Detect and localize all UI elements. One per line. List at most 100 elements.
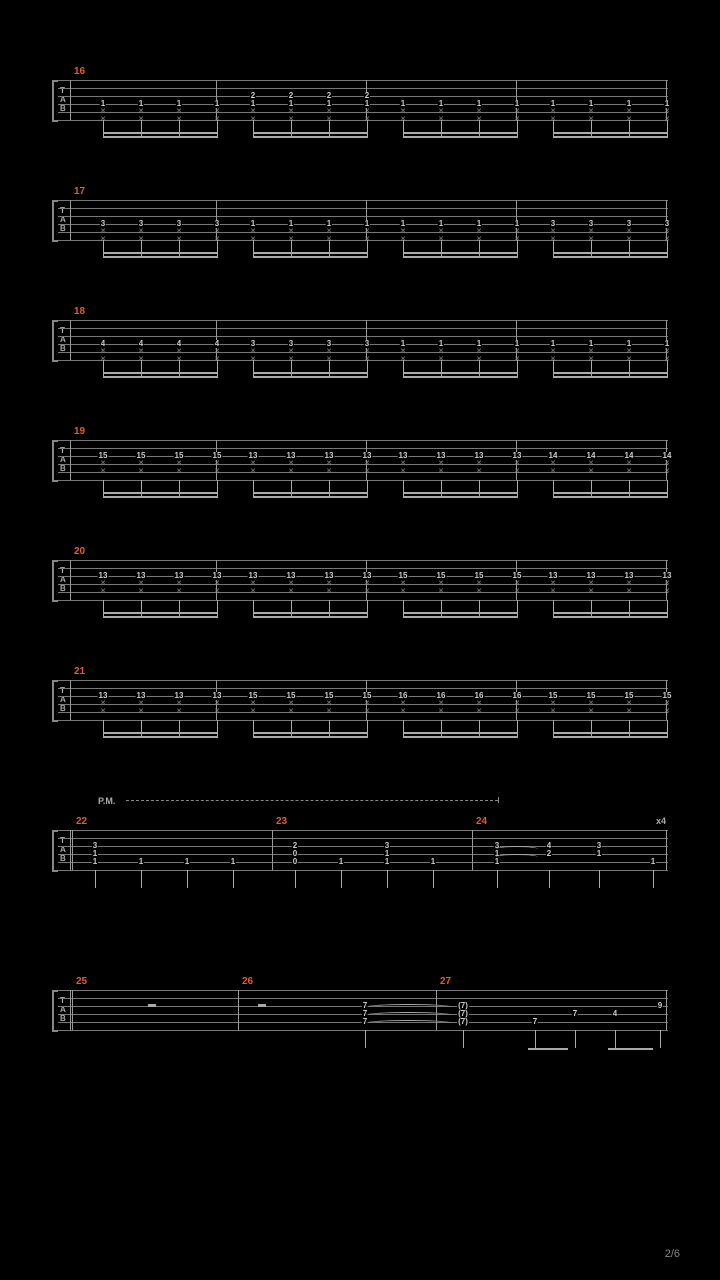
note-stem (517, 120, 518, 138)
beam (253, 136, 367, 138)
mute-mark: ✕ (326, 707, 332, 715)
mute-mark: ✕ (176, 227, 182, 235)
beam (553, 492, 667, 494)
note-stem (667, 240, 668, 258)
mute-mark: ✕ (550, 467, 556, 475)
beam (253, 252, 367, 254)
beam (103, 496, 217, 498)
mute-mark: ✕ (438, 459, 444, 467)
mute-mark: ✕ (550, 459, 556, 467)
measure-number: 25 (76, 976, 87, 987)
mute-mark: ✕ (664, 459, 670, 467)
mute-mark: ✕ (438, 699, 444, 707)
fret-number: 1 (338, 858, 344, 866)
beam (403, 252, 517, 254)
measure-number: 19 (74, 426, 85, 437)
staff-line (58, 464, 668, 465)
mute-mark: ✕ (400, 107, 406, 115)
mute-mark: ✕ (326, 587, 332, 595)
staff-line (58, 704, 668, 705)
measure-number: 20 (74, 546, 85, 557)
beam (253, 732, 367, 734)
mute-mark: ✕ (100, 459, 106, 467)
beam (403, 496, 517, 498)
mute-mark: ✕ (138, 707, 144, 715)
mute-mark: ✕ (100, 579, 106, 587)
mute-mark: ✕ (550, 699, 556, 707)
beam (103, 376, 217, 378)
staff-line (58, 240, 668, 241)
mute-mark: ✕ (626, 707, 632, 715)
mute-mark: ✕ (364, 467, 370, 475)
mute-mark: ✕ (250, 227, 256, 235)
note-stem (365, 1030, 366, 1048)
tie (496, 854, 538, 860)
beam (103, 612, 217, 614)
beam (253, 376, 367, 378)
measure-number: 23 (276, 816, 287, 827)
mute-mark: ✕ (400, 587, 406, 595)
mute-mark: ✕ (138, 107, 144, 115)
mute-mark: ✕ (100, 707, 106, 715)
mute-mark: ✕ (476, 707, 482, 715)
beam (253, 492, 367, 494)
note-stem (575, 1030, 576, 1048)
mute-mark: ✕ (664, 699, 670, 707)
mute-mark: ✕ (214, 227, 220, 235)
tie (366, 1012, 452, 1018)
mute-mark: ✕ (214, 587, 220, 595)
mute-mark: ✕ (664, 347, 670, 355)
barline (70, 830, 71, 870)
beam (528, 1048, 568, 1050)
mute-mark: ✕ (176, 459, 182, 467)
mute-mark: ✕ (626, 699, 632, 707)
note-stem (667, 600, 668, 618)
mute-mark: ✕ (550, 587, 556, 595)
staff-line (58, 862, 668, 863)
staff-line (58, 990, 668, 991)
note-stem (667, 480, 668, 498)
mute-mark: ✕ (588, 227, 594, 235)
staff-line (58, 88, 668, 89)
mute-mark: ✕ (138, 467, 144, 475)
staff: 1✕✕1✕✕1✕✕1✕✕21✕✕21✕✕21✕✕21✕✕1✕✕1✕✕1✕✕1✕✕… (58, 80, 668, 120)
beam (253, 496, 367, 498)
repeat-count: x4 (656, 816, 666, 826)
mute-mark: ✕ (100, 347, 106, 355)
staff-line (58, 712, 668, 713)
measure-number: 21 (74, 666, 85, 677)
beam (553, 616, 667, 618)
mute-mark: ✕ (514, 227, 520, 235)
barline (70, 680, 71, 720)
beam (403, 736, 517, 738)
staff-line (58, 600, 668, 601)
staff: 13✕✕13✕✕13✕✕13✕✕13✕✕13✕✕13✕✕13✕✕15✕✕15✕✕… (58, 560, 668, 600)
beam (553, 736, 667, 738)
staff-line (58, 200, 668, 201)
mute-mark: ✕ (138, 347, 144, 355)
staff-line (58, 480, 668, 481)
barline (272, 830, 273, 870)
beam (103, 372, 217, 374)
beam (403, 256, 517, 258)
mute-mark: ✕ (476, 227, 482, 235)
staff: 3111112001311131142311 (58, 830, 668, 870)
beam (253, 372, 367, 374)
mute-mark: ✕ (438, 579, 444, 587)
note-stem (367, 120, 368, 138)
note-stem (660, 1030, 661, 1048)
mute-mark: ✕ (588, 459, 594, 467)
measure-number: 16 (74, 66, 85, 77)
note-stem (233, 870, 234, 888)
staff-line (58, 112, 668, 113)
mute-mark: ✕ (214, 347, 220, 355)
note-stem (653, 870, 654, 888)
staff-line (58, 1030, 668, 1031)
fret-number: 1 (92, 858, 98, 866)
beam (103, 732, 217, 734)
fret-number: 7 (532, 1018, 538, 1026)
mute-mark: ✕ (250, 347, 256, 355)
fret-number: 1 (138, 858, 144, 866)
barline (70, 320, 71, 360)
fret-number: 2 (546, 850, 552, 858)
